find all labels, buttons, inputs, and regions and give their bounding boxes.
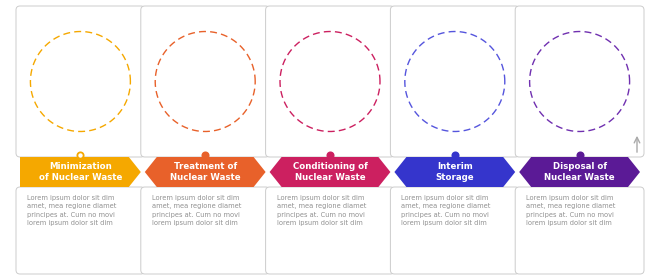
FancyBboxPatch shape	[141, 187, 269, 274]
Polygon shape	[20, 157, 141, 187]
Polygon shape	[519, 157, 640, 187]
Polygon shape	[394, 157, 515, 187]
Text: Lorem ipsum dolor sit dim
amet, mea regione diamet
principes at. Cum no movi
lor: Lorem ipsum dolor sit dim amet, mea regi…	[277, 195, 366, 226]
Text: Lorem ipsum dolor sit dim
amet, mea regione diamet
principes at. Cum no movi
lor: Lorem ipsum dolor sit dim amet, mea regi…	[27, 195, 116, 226]
Text: Disposal of
Nuclear Waste: Disposal of Nuclear Waste	[544, 162, 615, 182]
FancyBboxPatch shape	[265, 187, 394, 274]
FancyBboxPatch shape	[390, 6, 519, 157]
Text: Minimization
of Nuclear Waste: Minimization of Nuclear Waste	[39, 162, 122, 182]
FancyBboxPatch shape	[16, 187, 145, 274]
Polygon shape	[145, 157, 265, 187]
FancyBboxPatch shape	[390, 187, 519, 274]
Text: Lorem ipsum dolor sit dim
amet, mea regione diamet
principes at. Cum no movi
lor: Lorem ipsum dolor sit dim amet, mea regi…	[152, 195, 241, 226]
Text: Conditioning of
Nuclear Waste: Conditioning of Nuclear Waste	[292, 162, 367, 182]
Text: Treatment of
Nuclear Waste: Treatment of Nuclear Waste	[170, 162, 240, 182]
Text: Lorem ipsum dolor sit dim
amet, mea regione diamet
principes at. Cum no movi
lor: Lorem ipsum dolor sit dim amet, mea regi…	[401, 195, 491, 226]
FancyBboxPatch shape	[265, 6, 394, 157]
Text: Interim
Storage: Interim Storage	[436, 162, 474, 182]
FancyBboxPatch shape	[16, 6, 145, 157]
FancyBboxPatch shape	[515, 187, 644, 274]
Polygon shape	[269, 157, 390, 187]
Text: Lorem ipsum dolor sit dim
amet, mea regione diamet
principes at. Cum no movi
lor: Lorem ipsum dolor sit dim amet, mea regi…	[526, 195, 616, 226]
FancyBboxPatch shape	[515, 6, 644, 157]
FancyBboxPatch shape	[141, 6, 269, 157]
